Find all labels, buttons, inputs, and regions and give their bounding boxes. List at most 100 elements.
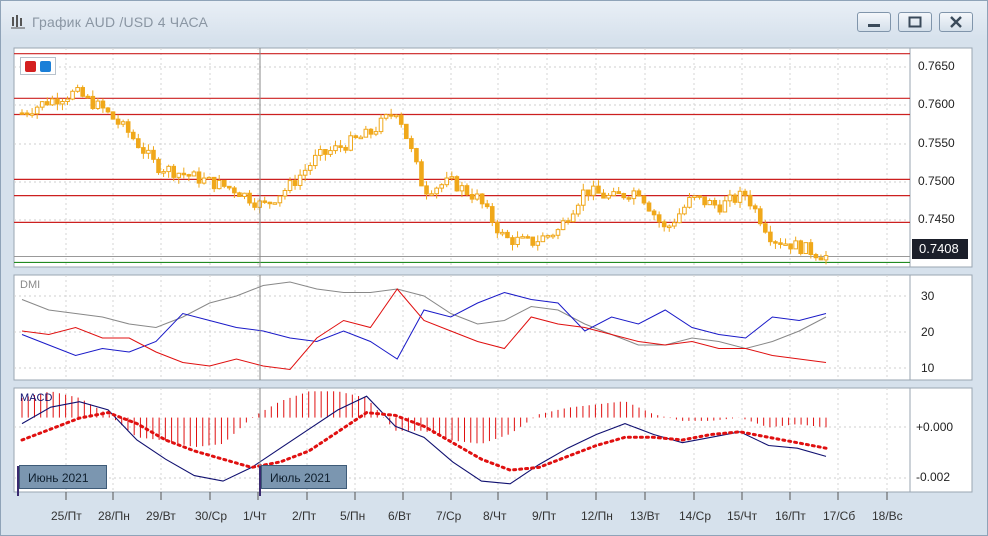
macd-axis-label: +0.000 bbox=[916, 420, 954, 434]
panel-controls[interactable] bbox=[20, 57, 56, 75]
candle-body bbox=[641, 195, 647, 204]
close-button[interactable] bbox=[939, 12, 973, 32]
candle-body bbox=[586, 189, 591, 196]
candle-body bbox=[717, 204, 723, 213]
candle-body bbox=[232, 187, 237, 194]
candle-body bbox=[156, 158, 161, 174]
price-axis[interactable] bbox=[909, 47, 973, 268]
candle-body bbox=[100, 100, 106, 109]
candle-body bbox=[535, 241, 541, 246]
macd-signal-line[interactable] bbox=[20, 411, 828, 472]
candle-body bbox=[677, 213, 682, 224]
minimize-button[interactable] bbox=[857, 12, 891, 32]
dmi-plus-di-line[interactable] bbox=[21, 291, 827, 360]
candle-body bbox=[813, 253, 819, 259]
red-square-icon[interactable] bbox=[25, 61, 36, 72]
candle-body bbox=[469, 194, 475, 200]
time-axis-label: 12/Пн bbox=[581, 509, 613, 523]
candle-body bbox=[282, 189, 288, 197]
candle-body bbox=[196, 171, 202, 184]
candle-body bbox=[505, 231, 510, 239]
candle-body bbox=[495, 221, 500, 234]
price-panel[interactable] bbox=[13, 47, 911, 268]
candle-body bbox=[616, 191, 621, 195]
candle-body bbox=[80, 87, 85, 97]
candle-body bbox=[742, 190, 748, 196]
candle-body bbox=[378, 117, 384, 133]
candle-body bbox=[151, 149, 156, 160]
candle-body bbox=[348, 135, 353, 151]
candle-body bbox=[85, 95, 91, 99]
candle-body bbox=[398, 114, 404, 125]
candle-body bbox=[707, 199, 712, 206]
price-label: 0.7600 bbox=[918, 97, 955, 111]
time-axis-label: 2/Пт bbox=[292, 509, 317, 523]
dmi-panel[interactable] bbox=[13, 274, 911, 381]
time-axis-label: 8/Чт bbox=[483, 509, 507, 523]
dmi-axis-label: 20 bbox=[921, 325, 935, 339]
blue-square-icon[interactable] bbox=[40, 61, 51, 72]
candle-body bbox=[545, 235, 551, 238]
dmi-axis-label: 10 bbox=[921, 361, 935, 375]
candle-body bbox=[297, 174, 303, 186]
candle-body bbox=[808, 242, 814, 255]
time-axis-label: 18/Вс bbox=[872, 509, 903, 523]
candle-body bbox=[606, 194, 611, 199]
candle-body bbox=[110, 111, 116, 120]
candle-body bbox=[338, 145, 343, 148]
candle-body bbox=[292, 180, 298, 186]
candle-body bbox=[570, 213, 576, 223]
time-axis-label: 9/Пт bbox=[532, 509, 557, 523]
candle-body bbox=[307, 165, 313, 171]
title-bar[interactable]: График AUD /USD 4 ЧАСА bbox=[1, 1, 987, 43]
candle-body bbox=[434, 187, 439, 195]
dmi-minus-di-line[interactable] bbox=[21, 288, 827, 371]
candle-body bbox=[343, 146, 348, 151]
time-axis-label: 30/Ср bbox=[195, 509, 228, 523]
candle-body bbox=[560, 220, 566, 231]
month-flag-june[interactable]: Июнь 2021 bbox=[19, 465, 107, 489]
macd-panel[interactable] bbox=[13, 387, 911, 493]
time-axis-label: 15/Чт bbox=[727, 509, 758, 523]
candle-body bbox=[120, 121, 126, 125]
candle-body bbox=[484, 203, 490, 208]
candle-body bbox=[550, 234, 556, 238]
macd-line[interactable] bbox=[21, 395, 827, 485]
candle-body bbox=[530, 236, 536, 246]
dmi-axis bbox=[909, 274, 973, 381]
candle-body bbox=[393, 114, 399, 118]
candle-body bbox=[429, 193, 434, 196]
candle-body bbox=[318, 149, 323, 156]
candle-body bbox=[333, 145, 338, 152]
candle-body bbox=[363, 128, 369, 138]
time-axis-label: 28/Пн bbox=[98, 509, 130, 523]
candle-body bbox=[666, 225, 672, 229]
candle-body bbox=[479, 193, 485, 205]
candle-body bbox=[171, 165, 176, 178]
candle-body bbox=[65, 98, 70, 103]
restore-button[interactable] bbox=[898, 12, 932, 32]
candle-body bbox=[687, 196, 692, 208]
macd-axis-label: -0.002 bbox=[916, 470, 951, 484]
candle-body bbox=[373, 131, 379, 135]
candle-body bbox=[419, 161, 424, 187]
candle-body bbox=[161, 171, 166, 174]
candle-body bbox=[191, 171, 197, 177]
candle-body bbox=[591, 185, 596, 196]
current-price-tag: 0.7408 bbox=[912, 239, 968, 259]
candle-body bbox=[757, 208, 763, 225]
candle-body bbox=[216, 179, 222, 190]
candle-body bbox=[302, 169, 308, 176]
candle-body bbox=[464, 185, 470, 196]
candle-body bbox=[272, 202, 278, 205]
time-axis-label: 25/Пт bbox=[51, 509, 82, 523]
month-flag-july[interactable]: Июль 2021 bbox=[261, 465, 347, 489]
candle-body bbox=[105, 107, 111, 113]
candle-body bbox=[34, 106, 40, 115]
candle-body bbox=[44, 101, 50, 106]
candle-body bbox=[788, 243, 793, 250]
candle-body bbox=[130, 131, 136, 140]
time-axis-label: 6/Вт bbox=[388, 509, 412, 523]
dmi-adx-line[interactable] bbox=[21, 281, 827, 350]
